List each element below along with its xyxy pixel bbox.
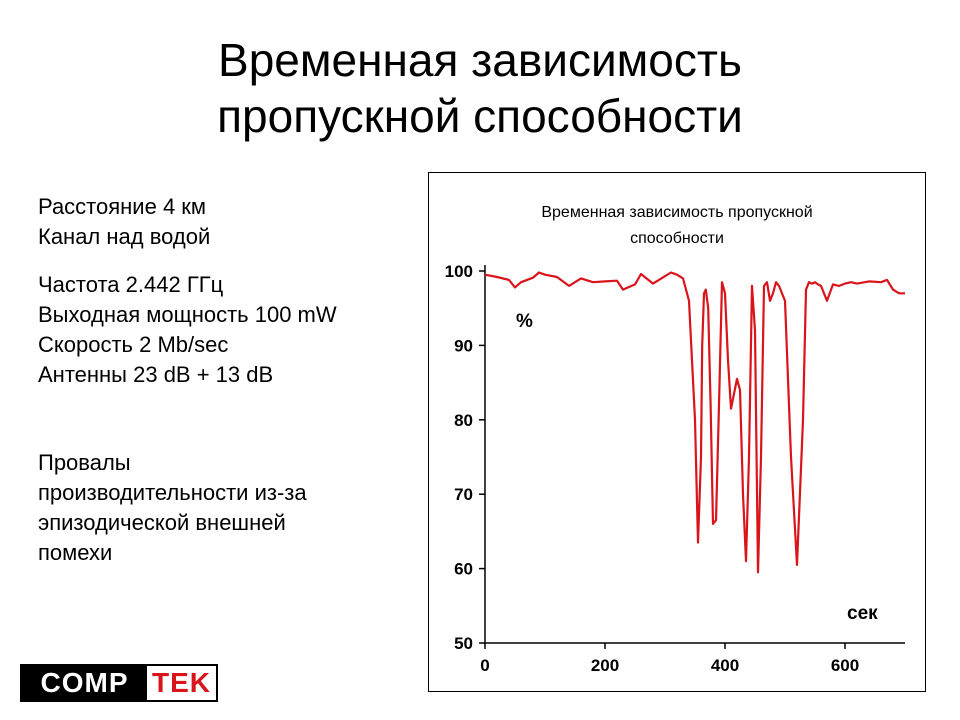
- comptek-logo: COMP TEK: [20, 664, 218, 702]
- info-block-parameters: Частота 2.442 ГГц Выходная мощность 100 …: [38, 270, 337, 390]
- series-line: [484, 271, 905, 574]
- info-line: Канал над водой: [38, 224, 211, 249]
- info-line: эпизодической внешней: [38, 510, 286, 535]
- x-tick-label: 600: [831, 656, 859, 675]
- chart-frame: Временная зависимость пропускной способн…: [428, 172, 926, 692]
- info-block-location: Расстояние 4 км Канал над водой: [38, 192, 337, 252]
- y-tick-label: 50: [454, 634, 473, 653]
- info-line: Частота 2.442 ГГц: [38, 272, 224, 297]
- slide-title: Временная зависимость пропускной способн…: [0, 32, 960, 144]
- chart-axes: [484, 265, 905, 644]
- chart-title-line-2: способности: [630, 230, 724, 247]
- chart-ticks: 50 60 70 80 90 100 0 200 400 600: [445, 262, 860, 675]
- info-line: Расстояние 4 км: [38, 194, 207, 219]
- y-axis-label: %: [516, 311, 533, 332]
- info-block-conclusion: Провалы производительности из-за эпизоди…: [38, 448, 337, 568]
- x-axis-label: сек: [847, 603, 878, 624]
- info-line: Скорость 2 Mb/sec: [38, 332, 229, 357]
- info-line: производительности из-за: [38, 480, 307, 505]
- logo-tek-part: TEK: [152, 667, 211, 698]
- slide-title-line-1: Временная зависимость: [218, 34, 742, 86]
- info-panel: Расстояние 4 км Канал над водой Частота …: [38, 192, 337, 568]
- logo-comp-part: COMP: [22, 666, 147, 700]
- y-tick-label: 80: [454, 411, 473, 430]
- info-line: Антенны 23 dB + 13 dB: [38, 362, 274, 387]
- y-tick-label: 90: [454, 336, 473, 355]
- info-line: помехи: [38, 540, 113, 565]
- chart-series: [484, 271, 905, 574]
- info-line: Провалы: [38, 450, 131, 475]
- throughput-chart: Временная зависимость пропускной способн…: [445, 204, 905, 675]
- info-line: Выходная мощность 100 mW: [38, 302, 337, 327]
- chart-title-line-1: Временная зависимость пропускной: [541, 204, 812, 221]
- y-tick-label: 100: [445, 262, 473, 281]
- y-tick-label: 60: [454, 560, 473, 579]
- x-tick-label: 0: [480, 656, 489, 675]
- slide-title-line-2: пропускной способности: [217, 90, 743, 142]
- x-tick-label: 200: [591, 656, 619, 675]
- y-tick-label: 70: [454, 485, 473, 504]
- x-tick-label: 400: [711, 656, 739, 675]
